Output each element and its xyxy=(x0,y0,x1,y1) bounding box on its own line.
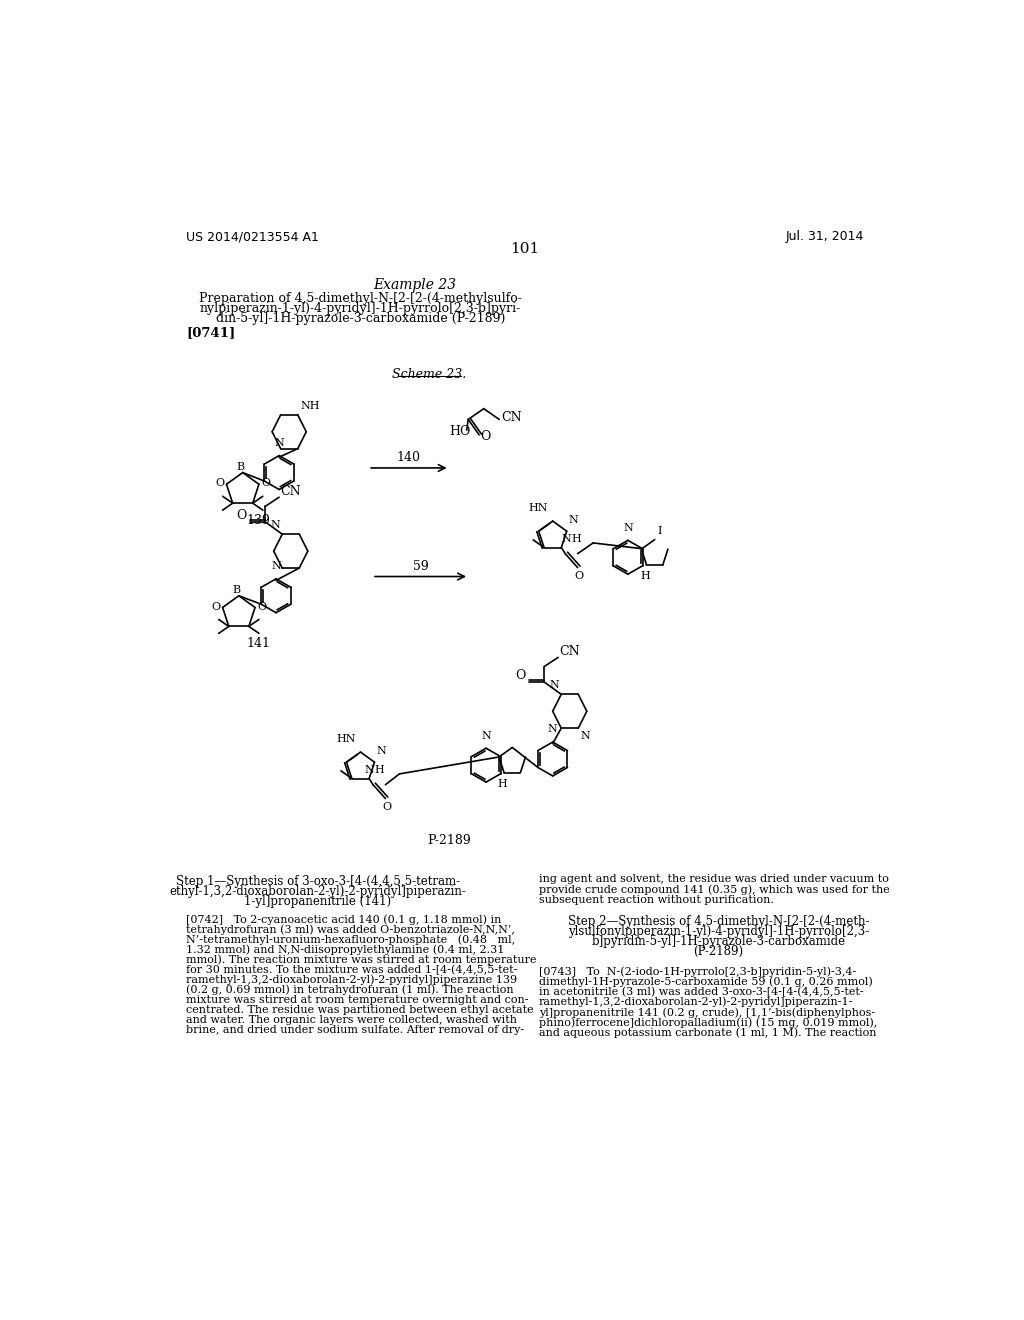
Text: mixture was stirred at room temperature overnight and con-: mixture was stirred at room temperature … xyxy=(186,995,528,1005)
Text: 101: 101 xyxy=(510,242,540,256)
Text: O: O xyxy=(480,430,490,444)
Text: (0.2 g, 0.69 mmol) in tetrahydrofuran (1 ml). The reaction: (0.2 g, 0.69 mmol) in tetrahydrofuran (1… xyxy=(186,985,514,995)
Text: N: N xyxy=(365,766,375,775)
Text: N’-tetramethyl-uronium-hexafluoro-phosphate   (0.48   ml,: N’-tetramethyl-uronium-hexafluoro-phosph… xyxy=(186,935,515,945)
Text: nylpiperazin-1-yl)-4-pyridyl]-1H-pyrrolo[2,3-b]pyri-: nylpiperazin-1-yl)-4-pyridyl]-1H-pyrrolo… xyxy=(200,302,521,314)
Text: ramethyl-1,3,2-dioxaborolan-2-yl)-2-pyridyl]piperazine 139: ramethyl-1,3,2-dioxaborolan-2-yl)-2-pyri… xyxy=(186,974,517,985)
Text: H: H xyxy=(498,779,507,788)
Text: N: N xyxy=(481,730,490,741)
Text: Example 23: Example 23 xyxy=(373,277,457,292)
Text: HN: HN xyxy=(336,734,356,743)
Text: H: H xyxy=(571,535,581,544)
Text: and water. The organic layers were collected, washed with: and water. The organic layers were colle… xyxy=(186,1015,517,1024)
Text: 139: 139 xyxy=(246,515,270,527)
Text: HO: HO xyxy=(450,425,471,438)
Text: 1-yl]propanenitrile (141): 1-yl]propanenitrile (141) xyxy=(245,895,391,908)
Text: N: N xyxy=(376,746,386,756)
Text: 141: 141 xyxy=(246,638,270,651)
Text: brine, and dried under sodium sulfate. After removal of dry-: brine, and dried under sodium sulfate. A… xyxy=(186,1024,524,1035)
Text: tetrahydrofuran (3 ml) was added O-benzotriazole-N,N,N’,: tetrahydrofuran (3 ml) was added O-benzo… xyxy=(186,924,515,935)
Text: CN: CN xyxy=(560,644,581,657)
Text: CN: CN xyxy=(281,484,301,498)
Text: N: N xyxy=(568,515,578,525)
Text: Step 1—Synthesis of 3-oxo-3-[4-(4,4,5,5-tetram-: Step 1—Synthesis of 3-oxo-3-[4-(4,4,5,5-… xyxy=(176,874,460,887)
Text: dimethyl-1H-pyrazole-5-carboxamide 59 (0.1 g, 0.26 mmol): dimethyl-1H-pyrazole-5-carboxamide 59 (0… xyxy=(539,977,872,987)
Text: Jul. 31, 2014: Jul. 31, 2014 xyxy=(785,230,864,243)
Text: 59: 59 xyxy=(413,560,428,573)
Text: B: B xyxy=(237,462,245,471)
Text: P-2189: P-2189 xyxy=(428,834,471,847)
Text: ethyl-1,3,2-dioxaborolan-2-yl)-2-pyridyl]piperazin-: ethyl-1,3,2-dioxaborolan-2-yl)-2-pyridyl… xyxy=(169,884,466,898)
Text: ing agent and solvent, the residue was dried under vacuum to: ing agent and solvent, the residue was d… xyxy=(539,874,889,884)
Text: N: N xyxy=(581,730,591,741)
Text: Scheme 23.: Scheme 23. xyxy=(391,368,466,381)
Text: B: B xyxy=(232,585,241,595)
Text: yl]propanenitrile 141 (0.2 g, crude), [1,1’-bis(diphenylphos-: yl]propanenitrile 141 (0.2 g, crude), [1… xyxy=(539,1007,874,1018)
Text: N: N xyxy=(271,561,281,572)
Text: O: O xyxy=(237,510,247,523)
Text: O: O xyxy=(261,478,270,488)
Text: N: N xyxy=(270,520,280,531)
Text: (P-2189): (P-2189) xyxy=(693,945,743,957)
Text: din-5-yl]-1H-pyrazole-3-carboxamide (P-2189): din-5-yl]-1H-pyrazole-3-carboxamide (P-2… xyxy=(216,312,505,325)
Text: [0743]   To  N-(2-iodo-1H-pyrrolo[2,3-b]pyridin-5-yl)-3,4-: [0743] To N-(2-iodo-1H-pyrrolo[2,3-b]pyr… xyxy=(539,966,856,978)
Text: O: O xyxy=(516,669,526,682)
Text: 140: 140 xyxy=(397,451,421,465)
Text: Preparation of 4,5-dimethyl-N-[2-[2-(4-methylsulfo-: Preparation of 4,5-dimethyl-N-[2-[2-(4-m… xyxy=(199,292,522,305)
Text: H: H xyxy=(375,766,384,775)
Text: N: N xyxy=(548,725,558,734)
Text: CN: CN xyxy=(501,412,521,425)
Text: Step 2—Synthesis of 4,5-dimethyl-N-[2-[2-(4-meth-: Step 2—Synthesis of 4,5-dimethyl-N-[2-[2… xyxy=(567,915,869,928)
Text: N: N xyxy=(274,438,284,447)
Text: N: N xyxy=(623,523,633,533)
Text: centrated. The residue was partitioned between ethyl acetate: centrated. The residue was partitioned b… xyxy=(186,1005,534,1015)
Text: for 30 minutes. To the mixture was added 1-[4-(4,4,5,5-tet-: for 30 minutes. To the mixture was added… xyxy=(186,965,517,975)
Text: [0741]: [0741] xyxy=(186,326,236,339)
Text: N: N xyxy=(549,681,559,690)
Text: in acetonitrile (3 ml) was added 3-oxo-3-[4-[4-(4,4,5,5-tet-: in acetonitrile (3 ml) was added 3-oxo-3… xyxy=(539,987,863,998)
Text: ylsulfonylpiperazin-1-yl)-4-pyridyl]-1H-pyrrolo[2,3-: ylsulfonylpiperazin-1-yl)-4-pyridyl]-1H-… xyxy=(568,924,869,937)
Text: O: O xyxy=(215,478,224,488)
Text: provide crude compound 141 (0.35 g), which was used for the: provide crude compound 141 (0.35 g), whi… xyxy=(539,884,890,895)
Text: US 2014/0213554 A1: US 2014/0213554 A1 xyxy=(186,230,319,243)
Text: HN: HN xyxy=(528,503,548,512)
Text: N: N xyxy=(562,535,571,544)
Text: O: O xyxy=(574,570,584,581)
Text: 1.32 mmol) and N,N-diisopropylethylamine (0.4 ml, 2.31: 1.32 mmol) and N,N-diisopropylethylamine… xyxy=(186,945,505,956)
Text: subsequent reaction without purification.: subsequent reaction without purification… xyxy=(539,895,773,904)
Text: phino)ferrocene]dichloropalladium(ii) (15 mg, 0.019 mmol),: phino)ferrocene]dichloropalladium(ii) (1… xyxy=(539,1016,877,1027)
Text: NH: NH xyxy=(300,401,319,411)
Text: b]pyridin-5-yl]-1H-pyrazole-3-carboxamide: b]pyridin-5-yl]-1H-pyrazole-3-carboxamid… xyxy=(592,935,846,948)
Text: ramethyl-1,3,2-dioxaborolan-2-yl)-2-pyridyl]piperazin-1-: ramethyl-1,3,2-dioxaborolan-2-yl)-2-pyri… xyxy=(539,997,853,1007)
Text: and aqueous potassium carbonate (1 ml, 1 M). The reaction: and aqueous potassium carbonate (1 ml, 1… xyxy=(539,1027,877,1038)
Text: O: O xyxy=(382,801,391,812)
Text: O: O xyxy=(257,602,266,611)
Text: I: I xyxy=(657,525,662,536)
Text: H: H xyxy=(640,570,650,581)
Text: O: O xyxy=(211,602,220,611)
Text: mmol). The reaction mixture was stirred at room temperature: mmol). The reaction mixture was stirred … xyxy=(186,954,537,965)
Text: [0742]   To 2-cyanoacetic acid 140 (0.1 g, 1.18 mmol) in: [0742] To 2-cyanoacetic acid 140 (0.1 g,… xyxy=(186,915,502,925)
